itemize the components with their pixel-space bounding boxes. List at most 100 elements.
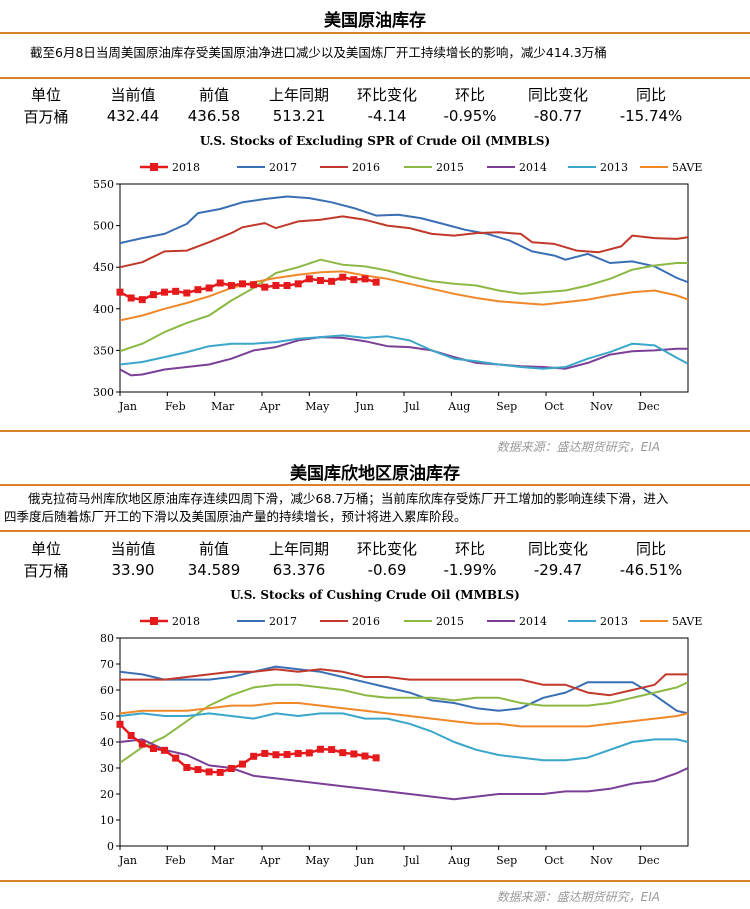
section1-top-divider: [0, 32, 750, 34]
legend-label: 2014: [519, 161, 547, 174]
series-line-2014: [119, 336, 688, 377]
series-line-5AVE: [119, 270, 689, 322]
x-tick-label: Nov: [590, 400, 613, 413]
stat-value: 513.21: [272, 107, 326, 125]
legend-label: 5AVE: [672, 161, 702, 174]
stat-value: -1.99%: [443, 561, 497, 579]
section2-description-line2: 四季度后随着炼厂开工的下滑以及美国原油产量的持续增长，预计将进入累库阶段。: [4, 509, 467, 524]
section1-description: 截至6月8日当周美国原油库存受美国原油净进口减少以及美国炼厂开工持续增长的影响，…: [30, 45, 607, 60]
stat-value: -15.74%: [619, 107, 683, 125]
data-point-2018: [127, 732, 135, 739]
stat-header: 环比: [454, 539, 485, 558]
data-point-2018: [328, 277, 336, 285]
data-point-2018: [138, 740, 146, 748]
x-tick-label: Jan: [118, 400, 137, 413]
section2-source: 数据来源：盛达期货研究，EIA: [496, 890, 660, 904]
section2-stats-table: 单位 当前值 前值 上年同期 环比变化 环比 同比变化 同比 百万桶 33.90…: [0, 537, 750, 581]
stat-value: -0.95%: [443, 107, 497, 125]
section1-bottom-divider: [0, 430, 750, 432]
x-tick-label: Apr: [259, 854, 281, 867]
series-line-2018: [119, 275, 377, 301]
x-tick-label: Oct: [544, 400, 564, 413]
stat-value: -4.14: [367, 107, 407, 125]
stat-value: -46.51%: [619, 561, 683, 579]
legend-label: 2017: [269, 615, 297, 628]
legend-marker: [150, 617, 158, 625]
section2-stats-divider: [0, 530, 750, 532]
x-tick-label: Oct: [544, 854, 564, 867]
series-line-2013: [119, 712, 689, 762]
series-line-2017: [119, 195, 689, 284]
data-point-2018: [172, 754, 180, 762]
x-tick-label: May: [305, 400, 330, 413]
data-point-2018: [149, 291, 157, 299]
x-tick-label: Feb: [165, 400, 186, 413]
data-point-2018: [194, 766, 202, 774]
x-tick-label: May: [305, 854, 330, 867]
data-point-2018: [305, 749, 313, 757]
data-point-2018: [239, 280, 247, 288]
y-tick-label: 40: [100, 736, 114, 749]
data-point-2018: [361, 275, 369, 283]
chart2-title: U.S. Stocks of Cushing Crude Oil (MMBLS): [230, 588, 520, 602]
data-point-2018: [261, 283, 269, 291]
x-tick-label: Aug: [447, 854, 470, 867]
data-point-2018: [305, 275, 313, 283]
series-line-2017: [119, 665, 689, 715]
section2-title: 美国库欣地区原油库存: [290, 464, 460, 484]
stat-header: 前值: [198, 85, 229, 104]
data-point-2018: [294, 280, 302, 288]
series-line-5AVE: [119, 702, 689, 728]
stat-value: 百万桶: [23, 561, 69, 580]
stat-header: 同比: [635, 539, 666, 558]
data-point-2018: [272, 282, 280, 290]
y-tick-label: 500: [93, 220, 114, 233]
cushing-stocks-chart: 2018 2017 2016 2015 2014 2013 5AVE 0 10 20 30 40 50 6…: [100, 615, 702, 867]
stat-header: 环比变化: [356, 539, 417, 558]
stats-header-row: 单位 当前值 前值 上年同期 环比变化 环比 同比变化 同比: [0, 537, 750, 559]
y-tick-label: 70: [100, 658, 114, 671]
y-tick-label: 80: [100, 632, 114, 645]
stat-header: 单位: [30, 85, 61, 104]
y-tick-label: 0: [107, 840, 114, 853]
stats-header-row: 单位 当前值 前值 上年同期 环比变化 环比 同比变化 同比: [0, 83, 750, 105]
data-point-2018: [316, 277, 324, 285]
legend-label: 2014: [519, 615, 547, 628]
data-point-2018: [149, 745, 157, 752]
data-point-2018: [250, 752, 258, 760]
stat-header: 前值: [198, 539, 229, 558]
data-point-2018: [172, 287, 180, 295]
section1-source: 数据来源：盛达期货研究，EIA: [496, 440, 660, 454]
data-point-2018: [216, 279, 224, 287]
stat-header: 单位: [30, 539, 61, 558]
y-tick-label: 20: [100, 788, 114, 801]
data-point-2018: [183, 763, 191, 771]
data-point-2018: [350, 750, 358, 758]
y-tick-label: 550: [93, 178, 114, 191]
x-tick-label: Dec: [638, 400, 660, 413]
data-point-2018: [127, 294, 135, 302]
stat-header: 上年同期: [268, 85, 329, 104]
x-tick-label: Feb: [165, 854, 186, 867]
stat-header: 同比: [635, 85, 666, 104]
stat-value: 63.376: [272, 561, 326, 579]
data-point-2018: [161, 288, 169, 296]
data-point-2018: [161, 746, 169, 754]
x-tick-label: Jul: [403, 854, 419, 867]
series-line-2015: [119, 258, 688, 353]
data-point-2018: [283, 750, 291, 758]
stats-value-row: 百万桶 432.44 436.58 513.21 -4.14 -0.95% -8…: [0, 105, 750, 127]
stat-header: 当前值: [110, 85, 156, 104]
data-point-2018: [283, 282, 291, 290]
stat-header: 当前值: [110, 539, 156, 558]
legend-label: 2018: [172, 615, 200, 628]
stat-value: 436.58: [187, 107, 241, 125]
section1-title: 美国原油库存: [324, 11, 426, 31]
y-tick-label: 400: [93, 303, 114, 316]
y-tick-label: 350: [93, 344, 114, 357]
data-point-2018: [183, 289, 191, 297]
legend-label: 2018: [172, 161, 200, 174]
x-tick-label: Jul: [403, 400, 419, 413]
stat-header: 同比变化: [527, 539, 588, 558]
data-point-2018: [194, 286, 202, 294]
